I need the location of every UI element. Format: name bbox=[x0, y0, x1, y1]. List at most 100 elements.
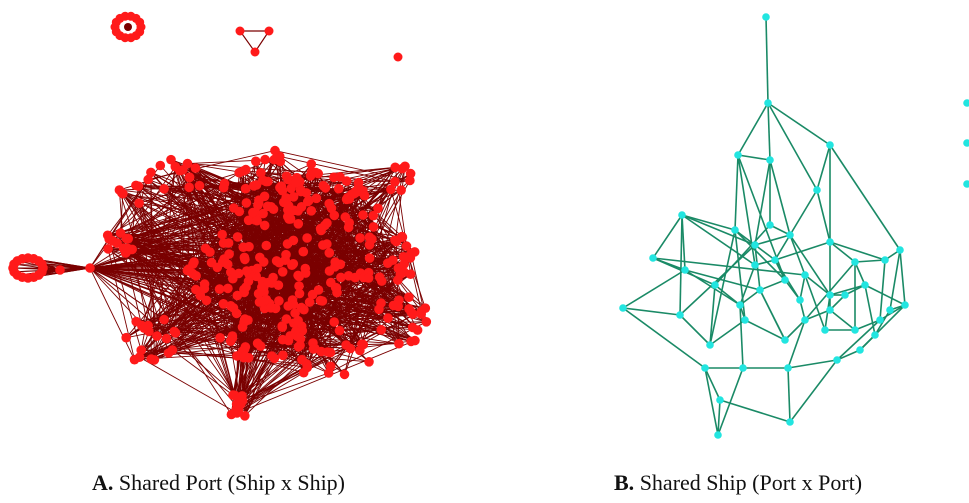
node bbox=[406, 336, 416, 347]
node bbox=[801, 271, 809, 279]
node bbox=[851, 326, 859, 334]
node bbox=[649, 254, 657, 262]
node bbox=[243, 215, 254, 226]
node bbox=[293, 342, 304, 352]
node bbox=[676, 311, 684, 319]
node bbox=[277, 321, 288, 331]
node bbox=[268, 204, 279, 214]
node bbox=[240, 314, 250, 324]
node bbox=[253, 198, 264, 209]
node bbox=[244, 241, 254, 252]
node bbox=[294, 288, 305, 299]
node bbox=[155, 160, 166, 171]
component-ring bbox=[110, 11, 146, 43]
node bbox=[786, 231, 794, 239]
node bbox=[124, 23, 132, 31]
node bbox=[400, 161, 410, 172]
node bbox=[320, 183, 331, 193]
node bbox=[376, 325, 387, 335]
node bbox=[290, 308, 300, 318]
node bbox=[217, 229, 227, 240]
node bbox=[102, 230, 113, 241]
node bbox=[367, 234, 377, 244]
node bbox=[326, 277, 336, 288]
node bbox=[139, 323, 150, 334]
node bbox=[115, 228, 126, 238]
caption-panel-b: B. Shared Ship (Port x Port) bbox=[614, 470, 862, 496]
node bbox=[223, 283, 233, 294]
node bbox=[266, 303, 276, 313]
node bbox=[254, 252, 265, 263]
node bbox=[261, 240, 272, 251]
node bbox=[281, 314, 292, 324]
node bbox=[218, 299, 229, 309]
node bbox=[341, 194, 352, 205]
node bbox=[826, 238, 834, 246]
node bbox=[149, 355, 160, 365]
node bbox=[299, 304, 309, 315]
nodes-a bbox=[8, 145, 432, 421]
node bbox=[260, 154, 270, 165]
node bbox=[159, 184, 169, 194]
node bbox=[263, 277, 274, 288]
node bbox=[766, 156, 774, 164]
node bbox=[283, 211, 293, 222]
node bbox=[283, 301, 294, 311]
node bbox=[85, 263, 95, 273]
node bbox=[239, 344, 250, 355]
node bbox=[741, 316, 749, 324]
node bbox=[363, 273, 374, 283]
network-b-shared-ship bbox=[619, 13, 969, 439]
node bbox=[135, 17, 145, 27]
node bbox=[376, 276, 387, 286]
node bbox=[871, 331, 879, 339]
node bbox=[131, 180, 141, 191]
node bbox=[302, 362, 313, 373]
node bbox=[886, 306, 894, 314]
node bbox=[241, 266, 252, 276]
node bbox=[288, 259, 299, 269]
node bbox=[293, 315, 303, 326]
node bbox=[129, 354, 140, 365]
node bbox=[762, 13, 770, 21]
node bbox=[716, 396, 724, 404]
node bbox=[200, 243, 211, 254]
node bbox=[316, 346, 327, 357]
node bbox=[121, 332, 131, 343]
node bbox=[901, 301, 909, 309]
node bbox=[324, 266, 335, 276]
node bbox=[159, 314, 169, 325]
node bbox=[333, 183, 344, 194]
node bbox=[282, 239, 293, 249]
node bbox=[261, 176, 272, 187]
node bbox=[701, 364, 709, 372]
node bbox=[303, 196, 313, 207]
node bbox=[103, 244, 113, 254]
node bbox=[405, 269, 416, 280]
node bbox=[345, 343, 356, 354]
node bbox=[405, 175, 415, 186]
node bbox=[826, 291, 834, 299]
node bbox=[264, 26, 274, 36]
edges-b bbox=[622, 16, 906, 436]
node bbox=[796, 296, 804, 304]
node bbox=[391, 236, 402, 247]
node bbox=[188, 259, 198, 269]
node bbox=[294, 281, 304, 291]
node bbox=[293, 219, 304, 229]
node bbox=[826, 306, 834, 314]
node bbox=[167, 345, 178, 355]
node bbox=[681, 266, 689, 274]
node bbox=[273, 280, 284, 291]
node bbox=[218, 182, 229, 193]
node bbox=[421, 317, 432, 327]
node bbox=[274, 257, 285, 268]
node bbox=[201, 295, 212, 306]
node bbox=[711, 281, 719, 289]
node bbox=[152, 331, 162, 341]
node bbox=[383, 313, 393, 323]
node bbox=[751, 261, 759, 269]
node bbox=[404, 292, 414, 303]
node bbox=[771, 256, 779, 264]
node bbox=[302, 233, 312, 243]
